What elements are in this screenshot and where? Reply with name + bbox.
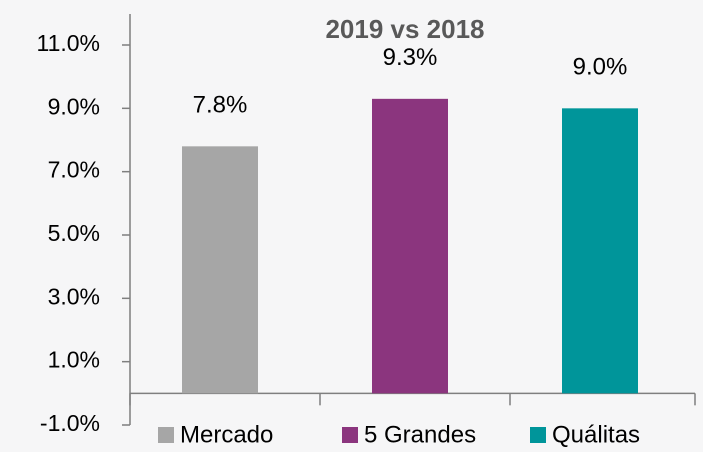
data-label: 9.0%	[573, 54, 628, 81]
bar	[562, 108, 638, 394]
chart-title: 2019 vs 2018	[325, 14, 484, 44]
y-tick-label: 1.0%	[48, 347, 100, 373]
y-tick-label: 11.0%	[36, 30, 100, 56]
legend-label: 5 Grandes	[364, 421, 476, 448]
legend-label: Quálitas	[552, 421, 640, 448]
legend-swatch	[530, 427, 546, 443]
data-label: 9.3%	[383, 44, 438, 71]
legend-swatch	[158, 427, 174, 443]
y-tick-label: 5.0%	[48, 220, 100, 246]
data-label: 7.8%	[193, 92, 248, 119]
bar	[182, 146, 258, 394]
y-tick-label: 9.0%	[48, 93, 100, 119]
y-tick-label: 3.0%	[48, 283, 100, 309]
legend-swatch	[342, 427, 358, 443]
legend-label: Mercado	[180, 421, 273, 448]
y-tick-label: -1.0%	[40, 410, 100, 436]
y-tick-label: 7.0%	[48, 157, 100, 183]
bar	[372, 98, 448, 394]
